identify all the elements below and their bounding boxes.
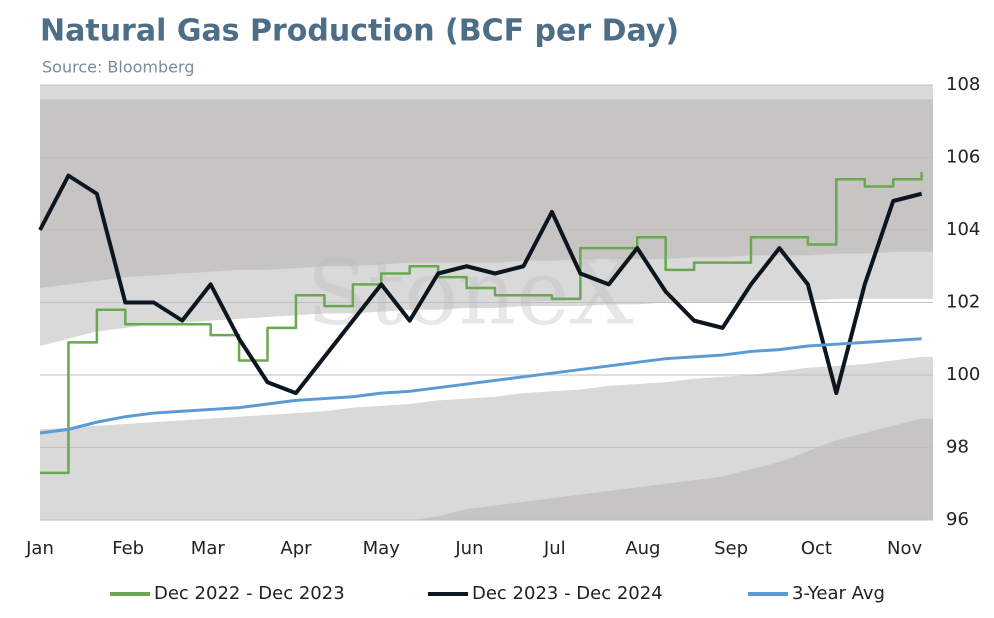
x-tick-label: Jan (25, 538, 54, 559)
y-tick-label: 104 (946, 219, 980, 240)
y-tick-label: 100 (946, 364, 980, 385)
series-line (38, 173, 923, 396)
legend-label: Dec 2023 - Dec 2024 (472, 583, 663, 604)
x-tick-label: Jun (454, 538, 483, 559)
x-tick-label: Mar (191, 538, 226, 559)
series-line (39, 337, 922, 435)
range-band (40, 298, 933, 430)
y-tick-label: 106 (946, 147, 980, 168)
chart-title: Natural Gas Production (BCF per Day) (40, 14, 679, 49)
y-tick-label: 96 (946, 509, 969, 530)
y-tick-label: 98 (946, 437, 969, 458)
series-line (40, 172, 923, 475)
legend-label: 3-Year Avg (792, 583, 885, 604)
x-tick-label: Sep (714, 538, 748, 559)
x-tick-label: Jul (543, 538, 566, 559)
chart-subtitle: Source: Bloomberg (42, 58, 194, 77)
y-tick-label: 102 (946, 292, 980, 313)
y-tick-label: 108 (946, 74, 980, 95)
x-tick-label: Feb (112, 538, 144, 559)
x-tick-label: Nov (887, 538, 922, 559)
range-band (40, 99, 933, 288)
x-tick-label: Aug (625, 538, 660, 559)
x-tick-label: May (363, 538, 401, 559)
x-tick-label: Apr (280, 538, 312, 559)
x-tick-label: Oct (801, 538, 832, 559)
legend-label: Dec 2022 - Dec 2023 (154, 583, 345, 604)
range-band (409, 418, 933, 520)
watermark: StoneX (306, 240, 633, 345)
